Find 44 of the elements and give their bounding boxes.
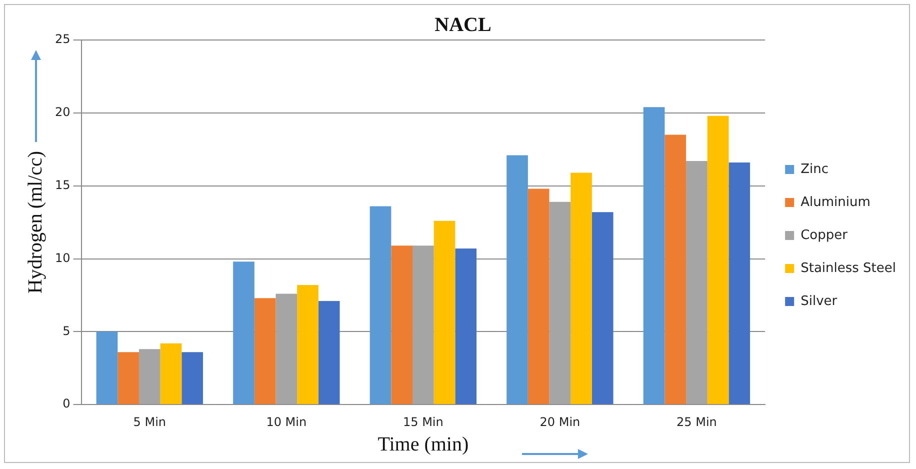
legend-label: Aluminium (800, 194, 870, 210)
bar (643, 107, 665, 404)
bar (570, 172, 592, 404)
bar (96, 332, 118, 404)
x-tick-label: 5 Min (133, 414, 166, 429)
bar (391, 246, 413, 404)
y-tick-label: 10 (54, 250, 70, 265)
bar (686, 161, 708, 404)
bar (254, 298, 276, 404)
bar (455, 248, 477, 404)
bar (549, 202, 571, 404)
bar (528, 188, 550, 404)
bar (118, 352, 139, 404)
bar (318, 301, 340, 404)
y-tick-label: 5 (62, 324, 70, 338)
x-axis-title: Time (min) (378, 433, 469, 456)
legend-label: Stainless Steel (800, 260, 896, 276)
legend-label: Zinc (800, 162, 828, 177)
y-tick-label: 15 (54, 178, 70, 192)
bar (592, 212, 614, 404)
x-tick-label: 25 Min (676, 414, 717, 429)
bar (707, 116, 729, 404)
bar (182, 352, 203, 404)
bar (412, 246, 434, 404)
bar (664, 134, 686, 404)
y-tick-label: 25 (54, 32, 70, 46)
bar (370, 206, 392, 404)
x-tick-label: 20 Min (540, 414, 580, 429)
chart-title: NACL (434, 14, 492, 36)
y-tick-label: 20 (54, 105, 70, 120)
x-tick-label: 15 Min (402, 414, 444, 429)
y-tick-label: 0 (62, 396, 70, 411)
x-tick-label: 10 Min (266, 414, 307, 429)
bar (434, 220, 456, 404)
y-axis-title: Hydrogen (ml/cc) (24, 150, 46, 294)
bar (160, 343, 182, 404)
bar (276, 294, 298, 404)
bar (506, 155, 528, 404)
bar (297, 285, 318, 404)
legend-label: Silver (800, 294, 838, 309)
legend-label: Copper (800, 228, 848, 243)
bar (138, 349, 160, 404)
bar (233, 262, 254, 404)
bar (728, 162, 750, 404)
